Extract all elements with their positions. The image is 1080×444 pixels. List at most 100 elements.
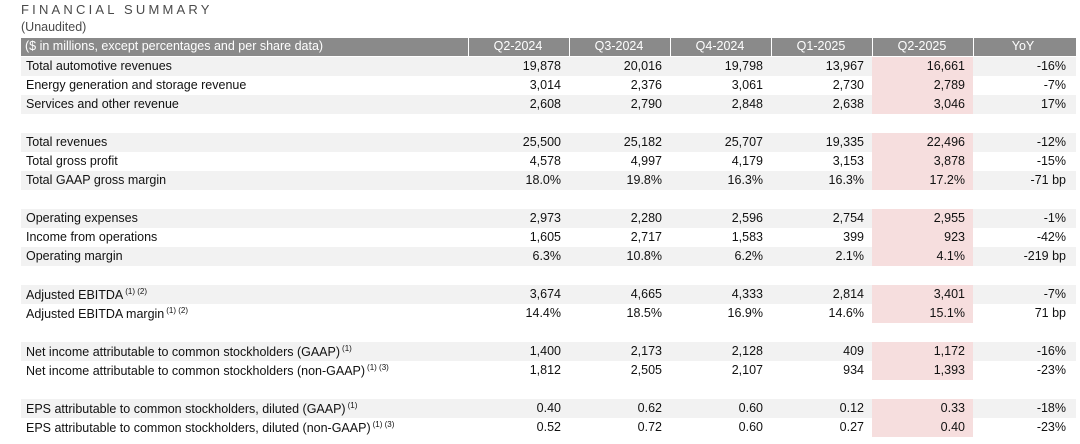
cell-q3-2024: 0.62 xyxy=(637,401,662,415)
row-label: Adjusted EBITDA (1) (2) xyxy=(26,287,147,302)
cell-q1-2025: 13,967 xyxy=(825,59,864,73)
cell-yoy: -42% xyxy=(1036,230,1066,244)
row-label-text: Operating expenses xyxy=(26,211,138,225)
page-title: FINANCIAL SUMMARY xyxy=(21,2,213,17)
row-label-text: Operating margin xyxy=(26,249,123,263)
row-label-text: Total gross profit xyxy=(26,154,118,168)
q2-2025-highlight xyxy=(872,361,973,380)
cell-q1-2025: 0.27 xyxy=(839,420,864,434)
row-label: Services and other revenue xyxy=(26,97,179,111)
header-divider xyxy=(670,38,671,56)
cell-q4-2024: 4,179 xyxy=(731,154,763,168)
table-row: Net income attributable to common stockh… xyxy=(21,361,1076,380)
cell-yoy: 71 bp xyxy=(1034,306,1066,320)
table-row: Operating expenses 2,973 2,280 2,596 2,754 2,… xyxy=(21,209,1076,228)
header-col-q1-2025: Q1-2025 xyxy=(796,39,846,53)
row-label-text: Total GAAP gross margin xyxy=(26,173,167,187)
cell-q3-2024: 10.8% xyxy=(626,249,662,263)
table-row: Total automotive revenues 19,878 20,016 19,… xyxy=(21,57,1076,76)
cell-q1-2025: 2,638 xyxy=(832,97,864,111)
cell-q2-2024: 0.52 xyxy=(536,420,561,434)
q2-2025-highlight xyxy=(872,247,973,266)
header-col-yoy: YoY xyxy=(1011,39,1035,53)
cell-q4-2024: 3,061 xyxy=(731,78,763,92)
cell-q4-2024: 2,107 xyxy=(731,363,763,377)
cell-yoy: -16% xyxy=(1036,344,1066,358)
q2-2025-highlight xyxy=(872,95,973,114)
table-row: EPS attributable to common stockholders,… xyxy=(21,399,1076,418)
cell-yoy: -71 bp xyxy=(1030,173,1066,187)
row-label: Adjusted EBITDA margin (1) (2) xyxy=(26,306,188,321)
row-label: Total revenues xyxy=(26,135,107,149)
footnote-ref: (1) (2) xyxy=(166,306,189,315)
q2-2025-highlight xyxy=(872,209,973,228)
footnote-ref: (1) xyxy=(342,344,352,353)
cell-q2-2024: 3,014 xyxy=(529,78,561,92)
q2-2025-highlight xyxy=(872,57,973,76)
cell-q3-2024: 19.8% xyxy=(626,173,662,187)
footnote-ref: (1) (3) xyxy=(372,420,395,429)
cell-q4-2024: 25,707 xyxy=(724,135,763,149)
q2-2025-highlight xyxy=(872,418,973,437)
cell-q2-2024: 18.0% xyxy=(525,173,561,187)
row-label-text: Energy generation and storage revenue xyxy=(26,78,247,92)
cell-yoy: -12% xyxy=(1036,135,1066,149)
row-label-text: Net income attributable to common stockh… xyxy=(26,345,341,359)
cell-q1-2025: 0.12 xyxy=(839,401,864,415)
cell-q3-2024: 2,173 xyxy=(630,344,662,358)
row-label-text: Total revenues xyxy=(26,135,108,149)
cell-q2-2024: 6.3% xyxy=(532,249,562,263)
cell-q2-2024: 25,500 xyxy=(522,135,561,149)
row-label: Total gross profit xyxy=(26,154,118,168)
cell-q4-2024: 6.2% xyxy=(734,249,764,263)
cell-q1-2025: 14.6% xyxy=(828,306,864,320)
cell-yoy: -7% xyxy=(1043,78,1066,92)
q2-2025-highlight xyxy=(872,228,973,247)
row-label: Total GAAP gross margin xyxy=(26,173,166,187)
header-divider xyxy=(872,38,873,56)
cell-q2-2025: 3,878 xyxy=(933,154,965,168)
cell-q3-2024: 4,665 xyxy=(630,287,662,301)
table-row: Adjusted EBITDA margin (1) (2) 14.4% 18.5% 1… xyxy=(21,304,1076,323)
cell-q1-2025: 934 xyxy=(843,363,864,377)
q2-2025-highlight xyxy=(872,152,973,171)
cell-q4-2024: 16.9% xyxy=(727,306,763,320)
page-subtitle: (Unaudited) xyxy=(21,20,87,34)
cell-q4-2024: 0.60 xyxy=(738,420,763,434)
cell-q2-2025: 16,661 xyxy=(926,59,965,73)
table-row: Total GAAP gross margin 18.0% 19.8% 16.3% 16… xyxy=(21,171,1076,190)
cell-q2-2025: 22,496 xyxy=(926,135,965,149)
cell-q2-2024: 19,878 xyxy=(522,59,561,73)
cell-q2-2025: 2,955 xyxy=(933,211,965,225)
cell-q3-2024: 18.5% xyxy=(626,306,662,320)
cell-q3-2024: 2,280 xyxy=(630,211,662,225)
header-col-q4-2024: Q4-2024 xyxy=(695,39,745,53)
cell-q1-2025: 2,730 xyxy=(832,78,864,92)
header-col-q3-2024: Q3-2024 xyxy=(594,39,644,53)
table-row: Income from operations 1,605 2,717 1,583 399… xyxy=(21,228,1076,247)
cell-yoy: -23% xyxy=(1036,420,1066,434)
cell-q2-2025: 15.1% xyxy=(929,306,965,320)
cell-yoy: 17% xyxy=(1040,97,1066,111)
table-row: EPS attributable to common stockholders,… xyxy=(21,418,1076,437)
cell-q2-2025: 3,401 xyxy=(933,287,965,301)
footnote-ref: (1) xyxy=(347,401,358,410)
cell-q4-2024: 0.60 xyxy=(738,401,763,415)
cell-q1-2025: 409 xyxy=(843,344,864,358)
cell-yoy: -1% xyxy=(1043,211,1066,225)
cell-q2-2024: 14.4% xyxy=(525,306,561,320)
table-row: Adjusted EBITDA (1) (2) 3,674 4,665 4,333 2,8… xyxy=(21,285,1076,304)
row-label-text: Adjusted EBITDA xyxy=(26,288,124,302)
cell-yoy: -15% xyxy=(1036,154,1066,168)
table-row: Net income attributable to common stockh… xyxy=(21,342,1076,361)
cell-q4-2024: 19,798 xyxy=(724,59,763,73)
table-row: Total revenues 25,500 25,182 25,707 19,335 22… xyxy=(21,133,1076,152)
row-label: Total automotive revenues xyxy=(26,59,172,73)
cell-q2-2025: 17.2% xyxy=(929,173,965,187)
row-label: EPS attributable to common stockholders,… xyxy=(26,420,394,435)
cell-q3-2024: 4,997 xyxy=(630,154,662,168)
cell-yoy: -7% xyxy=(1043,287,1066,301)
cell-q2-2024: 2,973 xyxy=(529,211,561,225)
table-row: Services and other revenue 2,608 2,790 2,84… xyxy=(21,95,1076,114)
